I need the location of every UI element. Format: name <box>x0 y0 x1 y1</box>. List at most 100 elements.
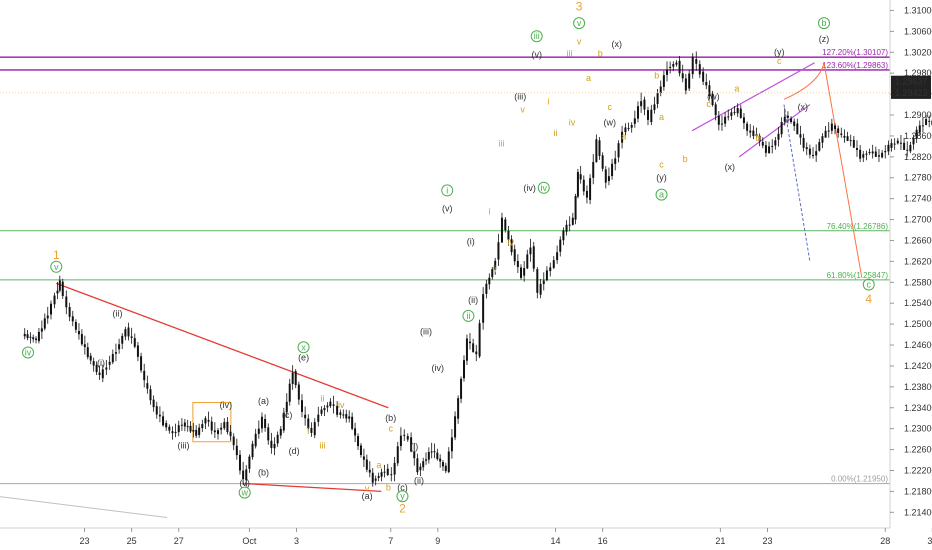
candle-body <box>121 335 124 344</box>
wave-label: 3 <box>576 0 583 13</box>
consolidation-box <box>192 402 232 443</box>
candle-body <box>774 140 777 146</box>
candle-body <box>643 99 646 110</box>
wave-circle <box>530 30 543 43</box>
x-tick-label: 27 <box>174 536 184 546</box>
wave-label: ii <box>554 128 558 138</box>
prev-price-badge-bg <box>891 86 931 99</box>
wave-label: i <box>547 97 549 107</box>
wave-label: (w) <box>603 117 616 127</box>
candle-body <box>149 389 152 401</box>
candle-body <box>332 404 335 406</box>
wave-label: ii <box>466 311 470 321</box>
time-axis[interactable]: 232527Oct379141621232830Nov57 <box>80 528 932 546</box>
candle-body <box>189 425 192 432</box>
wave-label: iv <box>541 183 548 193</box>
wave-label: iv <box>508 238 515 248</box>
candle-body <box>582 179 585 192</box>
candle-body <box>339 412 342 415</box>
candle-body <box>627 127 630 129</box>
candle-body <box>251 443 254 458</box>
wave-label: (y) <box>656 172 667 182</box>
x-tick-label: 3 <box>294 536 299 546</box>
candle-body <box>143 370 146 381</box>
candle-body <box>101 369 104 379</box>
candle-body <box>168 426 171 431</box>
wave-label: iv <box>25 347 32 357</box>
candle-body <box>114 352 117 354</box>
x-tick-label: 23 <box>762 536 772 546</box>
candle-body <box>472 343 475 352</box>
wave-label: c <box>777 56 782 66</box>
candle-body <box>238 454 241 471</box>
candle-body <box>348 416 351 419</box>
wave-label: (iv) <box>432 363 445 373</box>
candle-body <box>589 178 592 200</box>
wave-label: i <box>307 426 309 436</box>
candle-body <box>802 137 805 148</box>
wave-circle <box>655 188 668 201</box>
wave-label: (c) <box>282 410 293 420</box>
candle-body <box>180 424 183 426</box>
candle-body <box>478 323 481 357</box>
candle-body <box>739 108 742 118</box>
candles <box>23 51 932 487</box>
wave-label: 1 <box>53 248 60 262</box>
candle-body <box>529 247 532 255</box>
candle-body <box>633 118 636 124</box>
wave-label: v <box>520 104 525 114</box>
candle-body <box>23 333 26 337</box>
candle-body <box>576 171 579 197</box>
candle-body <box>656 92 659 104</box>
candle-body <box>574 195 577 220</box>
candle-body <box>497 242 500 260</box>
candle-body <box>771 145 774 147</box>
candle-body <box>755 134 758 136</box>
candle-body <box>198 427 201 436</box>
candle-body <box>890 143 893 148</box>
candle-body <box>808 148 811 155</box>
candle-body <box>371 472 374 483</box>
candle-body <box>162 416 165 426</box>
candle-body <box>928 120 931 122</box>
candle-body <box>204 418 207 424</box>
price-axis[interactable]: 1.21400 1.21800 1.22200 1.22600 1.23000 1.234… <box>890 5 932 517</box>
candle-body <box>260 416 263 429</box>
candle-body <box>874 151 877 157</box>
candle-body <box>276 434 279 444</box>
candle-body <box>684 78 687 91</box>
fib-level-label: 127.20%(1.30107) <box>822 48 888 57</box>
candle-body <box>98 372 101 375</box>
wave-label: w <box>240 488 248 498</box>
candle-body <box>32 337 35 340</box>
wave-circle <box>462 309 475 322</box>
candle-body <box>730 112 733 116</box>
candle-body <box>711 93 714 106</box>
y-tick-label: 1.27000 <box>904 215 932 225</box>
candle-body <box>465 338 468 361</box>
wave-label: b <box>598 48 603 58</box>
candle-body <box>323 407 326 411</box>
candle-body <box>56 290 59 294</box>
candle-body <box>669 66 672 68</box>
candle-body <box>688 73 691 89</box>
candle-body <box>454 416 457 438</box>
candle-body <box>300 400 303 412</box>
y-tick-label: 1.22200 <box>904 465 932 475</box>
candle-body <box>624 127 627 133</box>
candle-body <box>532 246 535 269</box>
candle-body <box>232 436 235 446</box>
candle-body <box>288 383 291 402</box>
candle-body <box>764 145 767 153</box>
candle-body <box>884 150 887 153</box>
candle-body <box>887 144 890 152</box>
candle-body <box>362 456 365 460</box>
candle-body <box>491 269 494 278</box>
wave-label: (ii) <box>414 476 424 486</box>
y-tick-label: 1.25000 <box>904 319 932 329</box>
candle-body <box>65 296 68 308</box>
candle-body <box>468 341 471 344</box>
candle-body <box>390 474 393 476</box>
candle-body <box>53 295 56 305</box>
